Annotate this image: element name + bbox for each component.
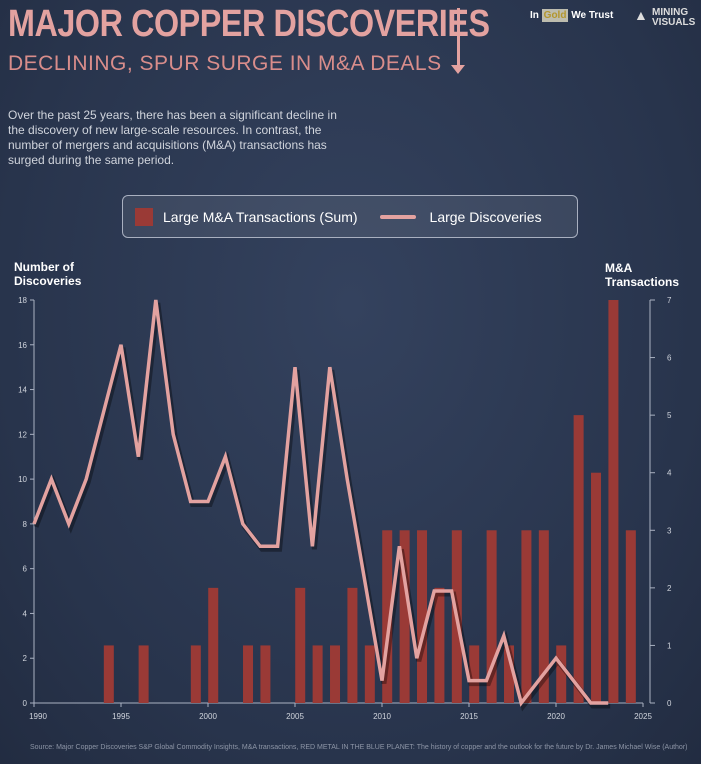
source-note: Source: Major Copper Discoveries S&P Glo… (30, 744, 688, 751)
ma-bar (138, 645, 149, 703)
ma-bar (417, 530, 428, 703)
ma-bar (330, 645, 341, 703)
right-axis-title: M&A Transactions (605, 261, 680, 289)
ma-bar (260, 645, 271, 703)
legend-label-ma: Large M&A Transactions (Sum) (163, 208, 358, 225)
logo-text: VISUALS (652, 17, 696, 28)
x-tick-label: 2015 (460, 712, 478, 721)
legend-swatch-discoveries (379, 214, 416, 219)
ma-bar (364, 645, 375, 703)
in-gold-we-trust-logo: In Gold We Trust (530, 9, 614, 22)
left-tick-label: 12 (18, 430, 27, 439)
left-tick-label: 6 (23, 565, 28, 574)
left-tick-label: 16 (18, 341, 27, 350)
left-tick-label: 2 (23, 654, 28, 663)
right-tick-label: 3 (667, 526, 672, 535)
left-axis-title: Number of Discoveries (14, 260, 82, 288)
mountain-icon: ▲ (634, 7, 648, 23)
intro-text: Over the past 25 years, there has been a… (8, 108, 337, 167)
ma-bar (382, 530, 393, 703)
mining-visuals-logo: ▲ MINING VISUALS (634, 7, 696, 28)
ma-bar (434, 587, 445, 703)
left-tick-label: 14 (18, 386, 27, 395)
logo-text: We Trust (571, 10, 614, 21)
right-tick-label: 0 (667, 699, 672, 708)
ma-bar (399, 530, 410, 703)
right-tick-label: 6 (667, 354, 672, 363)
left-tick-label: 4 (23, 609, 28, 618)
down-arrow-icon (451, 8, 465, 74)
left-tick-label: 10 (18, 475, 27, 484)
x-tick-label: 2020 (547, 712, 565, 721)
ma-bar (295, 587, 306, 703)
right-tick-label: 4 (667, 469, 672, 478)
x-tick-label: 2025 (634, 712, 652, 721)
ma-bar (208, 587, 219, 703)
ma-bar (312, 645, 323, 703)
chart-legend: Large M&A Transactions (Sum) Large Disco… (122, 195, 578, 238)
x-tick-label: 2005 (286, 712, 304, 721)
left-tick-label: 8 (23, 520, 28, 529)
right-tick-label: 7 (667, 296, 672, 305)
ma-bar (486, 530, 497, 703)
ma-bar (573, 415, 584, 703)
discoveries-line (32, 299, 609, 707)
ma-bar (591, 472, 602, 703)
x-tick-label: 2000 (199, 712, 217, 721)
ma-bar (243, 645, 254, 703)
ma-bar (504, 645, 515, 703)
left-tick-label: 0 (23, 699, 28, 708)
x-tick-label: 2010 (373, 712, 391, 721)
page-subtitle: DECLINING, SPUR SURGE IN M&A DEALS (8, 52, 442, 75)
ma-bar (608, 300, 619, 703)
ma-bar (521, 530, 532, 703)
logo-text: In (530, 10, 539, 21)
ma-bar (538, 530, 549, 703)
legend-swatch-ma (135, 207, 153, 226)
legend-label-discoveries: Large Discoveries (429, 208, 542, 225)
right-tick-label: 2 (667, 584, 672, 593)
left-tick-label: 18 (18, 296, 27, 305)
page-title: MAJOR COPPER DISCOVERIES (8, 3, 490, 45)
ma-bar (190, 645, 201, 703)
ma-bar (625, 530, 636, 703)
logo-text: MINING (652, 7, 689, 18)
ma-bar (556, 645, 567, 703)
logo-text: Gold (541, 9, 569, 22)
ma-bar (469, 645, 480, 703)
x-tick-label: 1995 (112, 712, 130, 721)
right-tick-label: 1 (667, 641, 672, 650)
ma-bar (347, 587, 358, 703)
x-tick-label: 1990 (29, 712, 47, 721)
right-tick-label: 5 (667, 411, 672, 420)
ma-bar (103, 645, 114, 703)
